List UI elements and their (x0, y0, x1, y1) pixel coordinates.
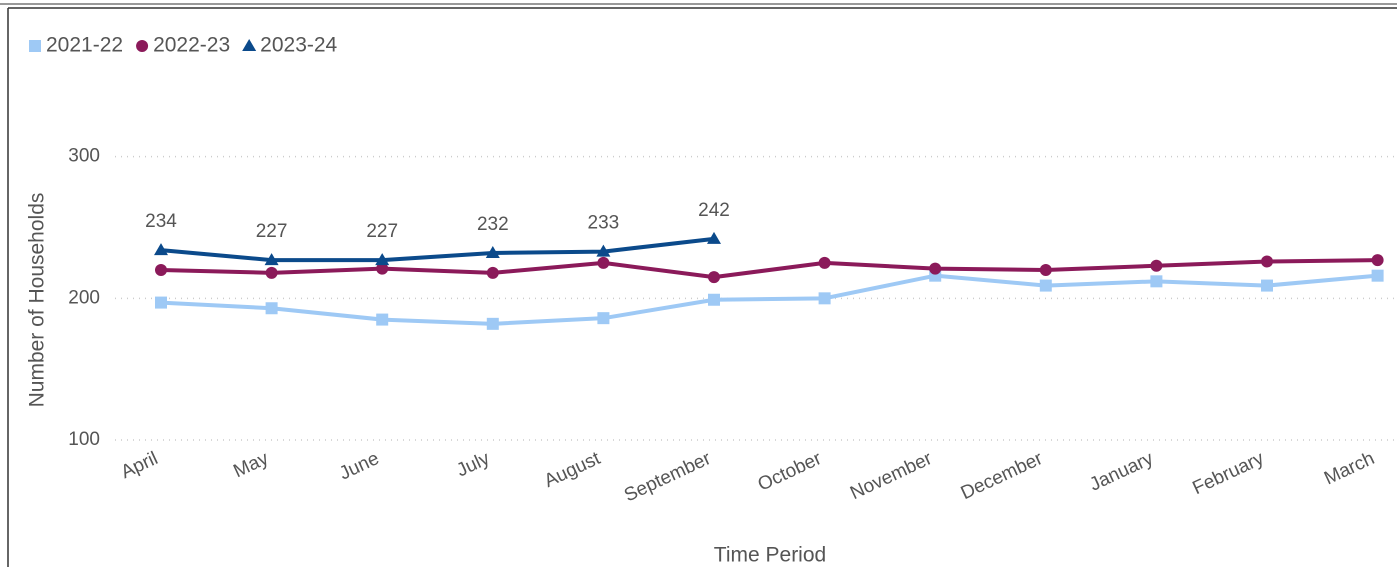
data-label: 227 (256, 221, 288, 242)
x-tick-label: January (1086, 448, 1157, 496)
y-tick-label: 300 (68, 146, 100, 167)
data-label: 233 (588, 213, 620, 234)
data-label: 227 (366, 221, 398, 242)
x-axis-title: Time Period (714, 544, 826, 567)
marker (1039, 264, 1052, 276)
marker (1261, 255, 1273, 268)
series-line (160, 273, 1378, 326)
marker (708, 293, 720, 306)
y-tick-label: 100 (68, 429, 100, 450)
marker (1371, 269, 1384, 282)
y-tick-label: 200 (68, 287, 100, 308)
x-tick-label: May (230, 448, 272, 482)
marker (1150, 275, 1163, 288)
marker (818, 256, 831, 269)
marker (264, 253, 279, 266)
marker (486, 317, 499, 330)
marker (486, 266, 499, 279)
marker (1371, 254, 1384, 267)
marker (597, 312, 610, 325)
x-tick-label: April (118, 448, 161, 483)
x-tick-label: December (958, 448, 1047, 504)
marker (242, 39, 257, 51)
marker (154, 243, 168, 256)
x-tick-label: March (1321, 448, 1378, 489)
data-label: 232 (477, 214, 509, 235)
x-tick-label: September (621, 448, 715, 507)
series-line (160, 258, 1378, 280)
marker (818, 292, 831, 305)
marker (265, 302, 278, 315)
x-tick-label: August (541, 448, 604, 492)
marker (485, 246, 500, 258)
marker (597, 256, 610, 269)
marker (1150, 259, 1163, 272)
x-tick-label: October (755, 448, 826, 496)
marker (155, 296, 167, 309)
x-tick-label: February (1189, 448, 1267, 499)
y-axis-title: Number of Households (26, 193, 49, 408)
marker (29, 40, 41, 52)
marker (376, 313, 389, 326)
x-tick-label: June (336, 448, 382, 484)
data-label: 234 (145, 211, 177, 232)
series-line (160, 236, 715, 263)
legend-label: 2022-23 (153, 34, 230, 57)
marker (155, 264, 167, 276)
legend-label: 2021-22 (46, 34, 123, 57)
marker (1039, 279, 1052, 292)
marker (136, 40, 149, 52)
legend-label: 2023-24 (260, 34, 337, 57)
x-tick-label: November (847, 448, 936, 504)
marker (376, 262, 389, 275)
marker (707, 231, 721, 244)
marker (1261, 279, 1273, 292)
x-tick-label: July (454, 448, 494, 482)
data-label: 242 (698, 200, 730, 221)
marker (265, 266, 278, 279)
marker (596, 244, 611, 257)
marker (708, 271, 720, 284)
marker (929, 262, 942, 275)
marker (375, 253, 390, 266)
